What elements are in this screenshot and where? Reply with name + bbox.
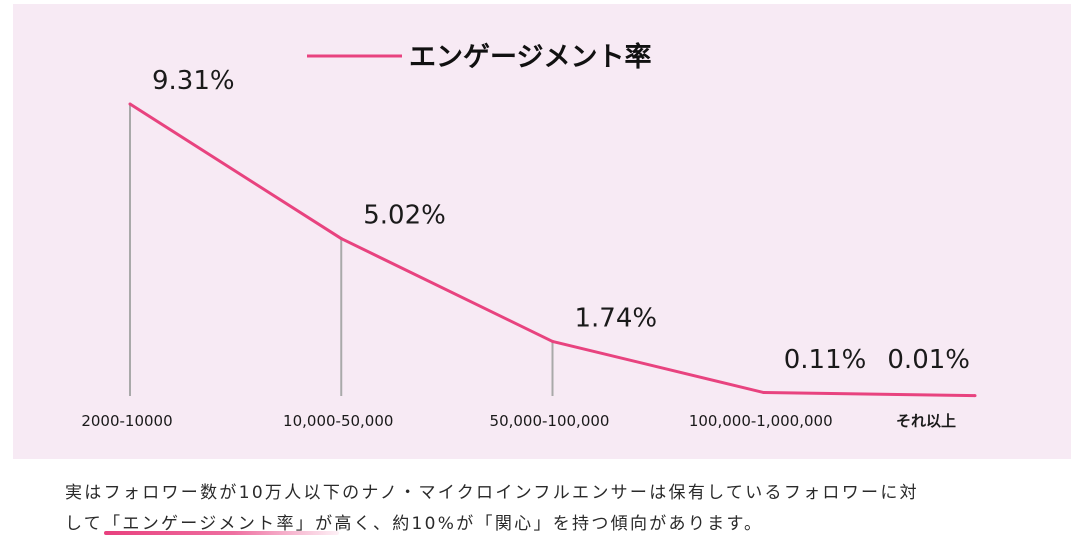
x-tick-label: 50,000-100,000 — [490, 412, 610, 430]
chart-caption: 実はフォロワー数が10万人以下のナノ・マイクロインフルエンサーは保有しているフォ… — [65, 478, 1025, 536]
x-tick-label: 100,000-1,000,000 — [689, 412, 833, 430]
x-tick-label: 2000-10000 — [81, 412, 172, 430]
data-point — [973, 394, 977, 398]
x-tick-label: 10,000-50,000 — [283, 412, 393, 430]
caption-line-1: 実はフォロワー数が10万人以下のナノ・マイクロインフルエンサーは保有しているフォ… — [65, 483, 919, 503]
value-labels-group: 9.31% 5.02% 1.74% 0.11% 0.01% — [152, 66, 970, 375]
value-label: 9.31% — [152, 66, 235, 96]
chart-panel — [13, 4, 1071, 459]
data-point — [128, 102, 132, 106]
value-label: 1.74% — [575, 303, 658, 333]
data-point — [551, 339, 554, 343]
caption-line-2-end: が高く、約10%が「関心」を持つ傾向があります。 — [315, 514, 764, 534]
chart-legend: エンゲージメント率 — [307, 41, 651, 73]
caption-highlight-term: 「エンゲージメント率」 — [103, 514, 316, 534]
legend-label: エンゲージメント率 — [409, 41, 651, 73]
highlight-underline — [104, 531, 339, 535]
engagement-rate-chart: エンゲージメント率 9.31% 5.02% 1.74% 0.11% 0.01% 2000… — [81, 41, 977, 430]
data-point — [339, 237, 343, 241]
value-label: 0.01% — [887, 345, 970, 375]
x-tick-label: それ以上 — [896, 412, 956, 430]
value-label: 5.02% — [363, 201, 446, 231]
caption-line-2: して「エンゲージメント率」が高く、約10%が「関心」を持つ傾向があります。 — [65, 509, 1025, 536]
droplines-group — [129, 104, 554, 396]
value-label: 0.11% — [784, 345, 867, 375]
x-axis-tick-labels: 2000-10000 10,000-50,000 50,000-100,000 100… — [81, 412, 956, 430]
caption-line-2-start: して — [65, 514, 104, 534]
data-points-group — [128, 102, 977, 398]
data-point — [762, 391, 766, 395]
